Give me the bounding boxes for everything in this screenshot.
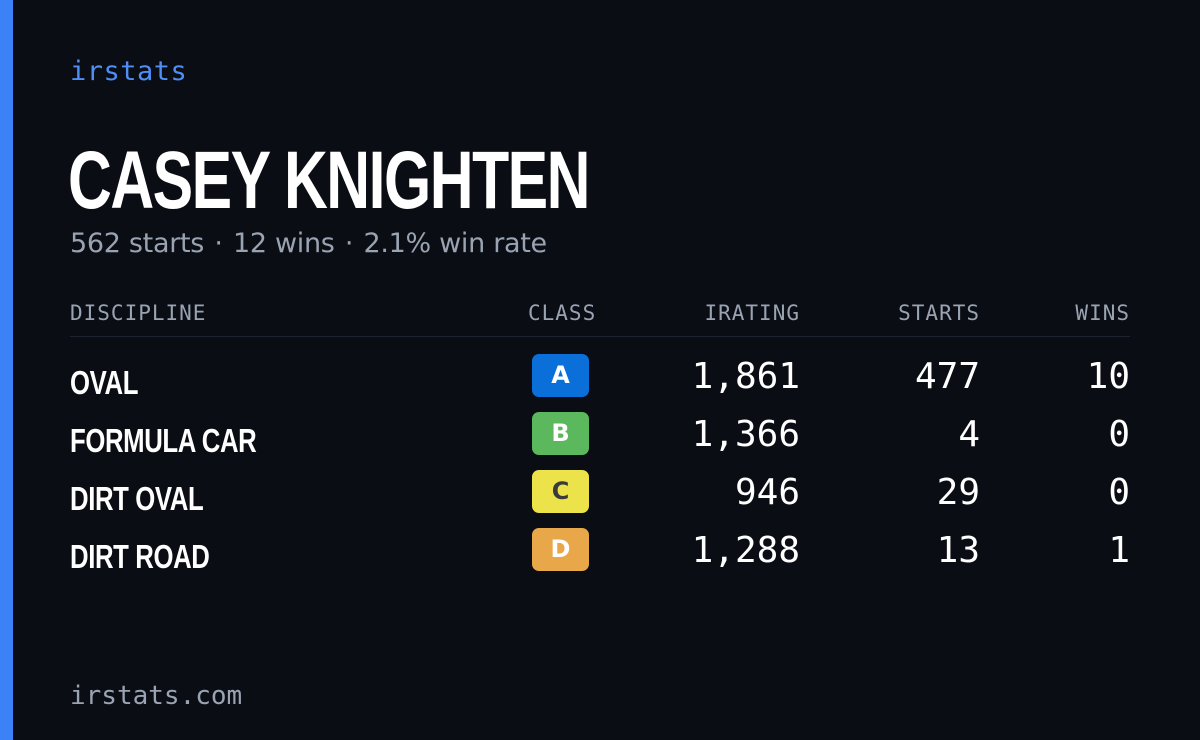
irating-value: 1,366 — [691, 414, 800, 455]
class-badge: C — [532, 470, 589, 513]
table-row: DIRT OVAL C 946 29 0 — [70, 468, 1130, 526]
brand-logo-text: irstats — [70, 56, 188, 87]
column-header-discipline: DISCIPLINE — [70, 301, 207, 325]
discipline-name: DIRT OVAL — [70, 480, 204, 517]
driver-name: CASEY KNIGHTEN — [68, 135, 590, 226]
discipline-name: DIRT ROAD — [70, 538, 210, 575]
summary-win-rate: 2.1% win rate — [363, 228, 547, 259]
summary-separator: · — [214, 228, 223, 259]
discipline-name: FORMULA CAR — [70, 422, 257, 459]
starts-value: 477 — [914, 356, 980, 397]
accent-bar — [0, 0, 13, 740]
summary-separator: · — [344, 228, 354, 259]
column-header-wins: WINS — [1075, 301, 1130, 325]
summary-starts: 562 starts — [70, 228, 205, 259]
class-badge: D — [532, 528, 589, 571]
starts-value: 4 — [958, 414, 980, 455]
column-header-class: CLASS — [528, 301, 597, 325]
wins-value: 0 — [1108, 414, 1130, 455]
discipline-name: OVAL — [70, 364, 139, 401]
irating-value: 1,288 — [691, 530, 800, 571]
table-row: FORMULA CAR B 1,366 4 0 — [70, 410, 1130, 468]
table-row: OVAL A 1,861 477 10 — [70, 352, 1130, 410]
stats-table-header: DISCIPLINE CLASS IRATING STARTS WINS — [70, 300, 1130, 337]
class-badge: A — [532, 354, 589, 397]
starts-value: 29 — [936, 472, 980, 513]
footer-domain: irstats.com — [70, 681, 243, 711]
irating-value: 946 — [734, 472, 800, 513]
column-header-irating: IRATING — [704, 301, 800, 325]
starts-value: 13 — [936, 530, 980, 571]
summary-wins: 12 wins — [232, 228, 335, 259]
table-row: DIRT ROAD D 1,288 13 1 — [70, 526, 1130, 584]
column-header-starts: STARTS — [898, 301, 980, 325]
wins-value: 0 — [1108, 472, 1130, 513]
class-badge: B — [532, 412, 589, 455]
driver-summary: 562 starts · 12 wins · 2.1% win rate — [70, 228, 547, 259]
wins-value: 10 — [1086, 356, 1130, 397]
irating-value: 1,861 — [691, 356, 800, 397]
wins-value: 1 — [1108, 530, 1130, 571]
